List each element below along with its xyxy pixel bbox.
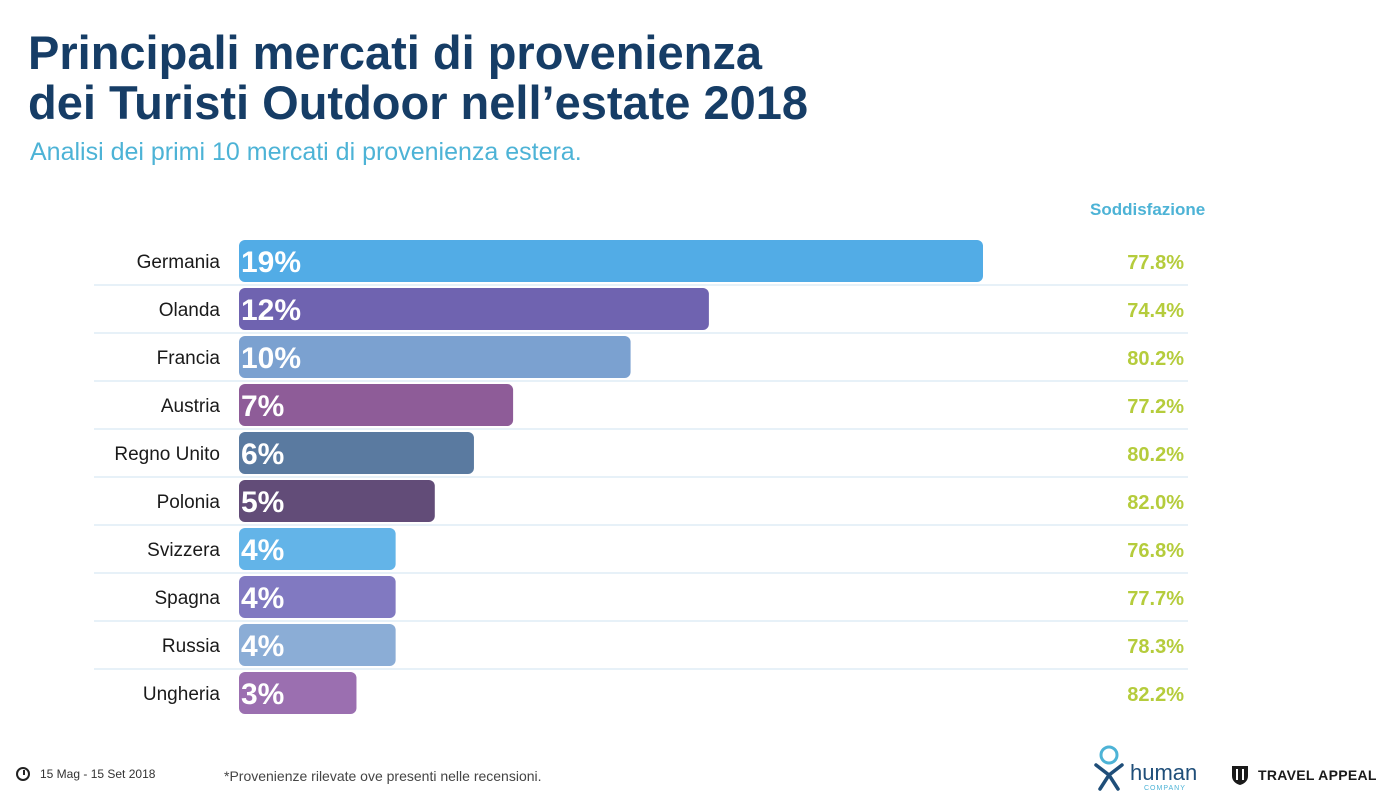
- bar: [239, 288, 709, 330]
- footer-date: 15 Mag - 15 Set 2018: [16, 767, 155, 781]
- satisfaction-value: 78.3%: [1127, 636, 1184, 658]
- bar-value-label: 3%: [241, 678, 284, 711]
- bar-value-label: 5%: [241, 486, 284, 519]
- page-subtitle: Analisi dei primi 10 mercati di provenie…: [30, 138, 582, 166]
- satisfaction-value: 80.2%: [1127, 444, 1184, 466]
- date-range-text: 15 Mag - 15 Set 2018: [40, 767, 156, 781]
- satisfaction-value: 74.4%: [1127, 300, 1184, 322]
- logo-travel-text: TRAVEL APPEAL: [1258, 767, 1377, 783]
- satisfaction-value: 82.2%: [1127, 684, 1184, 706]
- bar: [239, 528, 396, 570]
- satisfaction-value: 80.2%: [1127, 348, 1184, 370]
- stopwatch-icon: [16, 767, 30, 781]
- bar-value-label: 10%: [241, 342, 301, 375]
- title-line-2: dei Turisti Outdoor nell’estate 2018: [28, 76, 809, 129]
- category-label: Germania: [137, 252, 221, 273]
- bar: [239, 672, 357, 714]
- bar-value-label: 4%: [241, 534, 284, 567]
- category-label: Olanda: [159, 300, 221, 321]
- satisfaction-value: 76.8%: [1127, 540, 1184, 562]
- category-label: Russia: [162, 636, 221, 657]
- footnote: *Provenienze rilevate ove presenti nelle…: [224, 768, 542, 784]
- logo-human-sub: COMPANY: [1144, 785, 1186, 792]
- satisfaction-value: 77.7%: [1127, 588, 1184, 610]
- human-figure-icon: [1094, 745, 1124, 791]
- satisfaction-value: 77.2%: [1127, 396, 1184, 418]
- category-label: Francia: [157, 348, 221, 369]
- bar-value-label: 7%: [241, 390, 284, 423]
- bar-value-label: 4%: [241, 630, 284, 663]
- category-label: Regno Unito: [114, 444, 220, 465]
- satisfaction-value: 77.8%: [1127, 252, 1184, 274]
- bar: [239, 240, 983, 282]
- category-label: Polonia: [157, 492, 221, 513]
- category-label: Austria: [161, 396, 221, 417]
- bar: [239, 624, 396, 666]
- bar-value-label: 19%: [241, 246, 301, 279]
- bar-value-label: 4%: [241, 582, 284, 615]
- category-label: Svizzera: [147, 540, 220, 561]
- travel-appeal-logo: TRAVEL APPEAL: [1230, 764, 1377, 786]
- travel-appeal-shield-icon: [1232, 766, 1248, 785]
- title-line-1: Principali mercati di provenienza: [28, 26, 762, 79]
- bar-value-label: 12%: [241, 294, 301, 327]
- bar: [239, 480, 435, 522]
- category-label: Spagna: [154, 588, 220, 609]
- category-label: Ungheria: [143, 684, 221, 705]
- page-title: Principali mercati di provenienza dei Tu…: [28, 28, 808, 128]
- bar-chart: Germania 19% 77.8% Olanda 12% 74.4% Francia 10%…: [94, 240, 1188, 714]
- logo-human-text: human: [1130, 760, 1198, 785]
- satisfaction-header: Soddisfazione: [1090, 200, 1206, 219]
- human-company-logo: human COMPANY: [1092, 745, 1197, 793]
- bar: [239, 384, 514, 426]
- satisfaction-value: 82.0%: [1127, 492, 1184, 514]
- bar-value-label: 6%: [241, 438, 284, 471]
- bar: [239, 576, 396, 618]
- bar: [239, 432, 474, 474]
- bar: [239, 336, 631, 378]
